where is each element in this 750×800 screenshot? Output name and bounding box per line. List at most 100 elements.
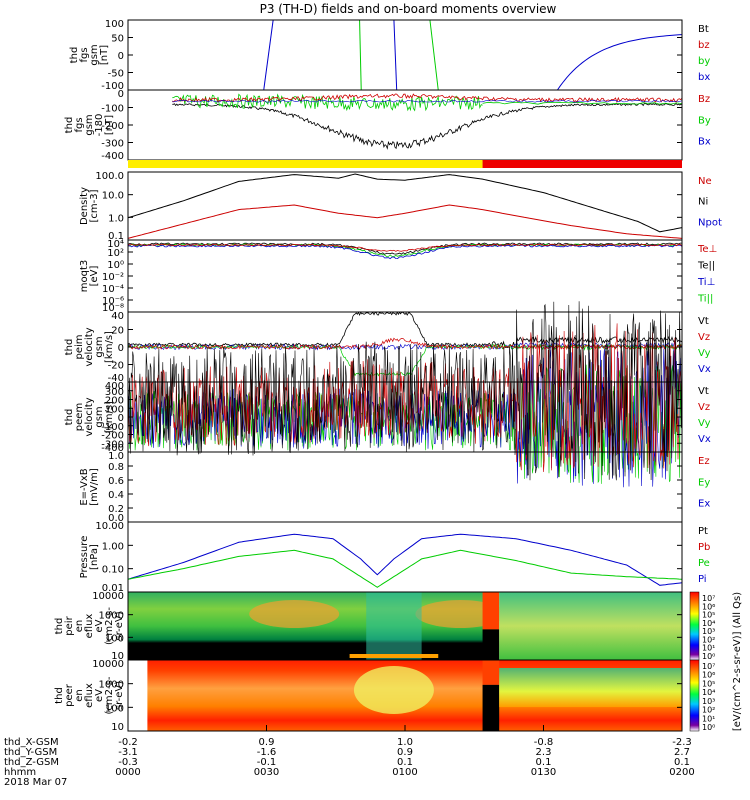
y-tick-label: 0.01 xyxy=(102,583,124,594)
panel-peim_velocity: 40 20 0 -20-40 thd peim velocity gsm [km/s] Vt Vz V… xyxy=(64,311,711,384)
y-tick-label: 10⁻⁴ xyxy=(102,284,124,295)
y-tick-label: 10 xyxy=(111,722,124,733)
x-tick-label: 0.1 xyxy=(674,757,690,768)
x-tick-label: 1.0 xyxy=(397,737,413,748)
spectrogram-ions-right xyxy=(499,592,682,660)
x-row-label: thd_Z-GSM xyxy=(4,757,59,768)
y-tick-label: 0.2 xyxy=(108,504,124,515)
x-tick-label: 0.1 xyxy=(536,757,552,768)
series-ni xyxy=(127,173,683,233)
y-axis-label: [nT] xyxy=(99,45,110,65)
legend-entry: Ez xyxy=(698,456,710,467)
legend-entry: Te|| xyxy=(697,261,715,272)
legend-entry: Pi xyxy=(698,574,707,585)
y-tick-label: 10000 xyxy=(92,659,124,670)
y-axis-label: gsm xyxy=(84,114,95,135)
y-tick-label: 100 xyxy=(105,19,124,30)
colorbar-tick-label: 10³ xyxy=(702,627,715,636)
spectrogram-ions-hotspot xyxy=(249,600,340,628)
y-tick-label: 300 xyxy=(105,387,124,398)
y-tick-label: -20 xyxy=(108,361,124,372)
y-tick-label: 10⁴ xyxy=(107,239,124,250)
panel-frame xyxy=(127,19,683,91)
spectrogram-electrons-block xyxy=(482,684,500,731)
y-tick-label: 40 xyxy=(111,311,124,322)
x-tick-label: 0.9 xyxy=(259,737,275,748)
y-axis-label: gsm xyxy=(94,336,105,357)
series-bx xyxy=(394,20,397,90)
y-tick-label: -400 xyxy=(101,443,124,454)
y-tick-label: -400 xyxy=(101,151,124,162)
series-pi xyxy=(127,533,683,586)
x-row-label: hhmm xyxy=(4,767,36,778)
y-tick-label: 0.1 xyxy=(108,231,124,242)
y-axis-label: velocity xyxy=(84,397,95,436)
colorbar-tick-label: 10⁰ xyxy=(702,652,715,661)
y-tick-label: 10⁻⁸ xyxy=(102,303,124,314)
y-axis-label: [nPa] xyxy=(89,544,100,570)
y-axis-label: peem xyxy=(74,403,85,431)
y-tick-label: 1000 xyxy=(99,611,124,622)
y-axis-label: fgs xyxy=(74,117,85,132)
legend-entry: Te⊥ xyxy=(697,244,717,255)
y-tick-label: 10² xyxy=(107,248,124,259)
x-tick-label: -2.3 xyxy=(672,737,692,748)
y-tick-label: 0 xyxy=(118,413,124,424)
series-bx xyxy=(172,99,683,103)
y-tick-label: 10⁻² xyxy=(102,272,124,283)
y-tick-label: 100.0 xyxy=(95,171,124,182)
y-tick-label: 0.4 xyxy=(108,490,124,501)
panel-peir_eflux: 10000 1000 100 10 thd peir en eflux eV (cm2-s-sr-… xyxy=(54,591,683,662)
legend-entry: Npot xyxy=(698,217,722,228)
mode-bar-segment xyxy=(482,160,682,168)
x-tick-label: 0130 xyxy=(531,767,556,778)
y-axis-label: -180 xyxy=(94,114,105,137)
legend-entry: Vt xyxy=(698,386,709,397)
spectrogram-electrons xyxy=(127,659,683,732)
x-row-label: thd_Y-GSM xyxy=(4,747,57,758)
figure-title: P3 (TH-D) fields and on-board moments ov… xyxy=(260,2,557,16)
y-axis-label: (cm2-s- xyxy=(104,676,115,714)
y-axis-label: gsm xyxy=(89,44,100,65)
y-tick-label: 100 xyxy=(105,404,124,415)
legend-entry: Ey xyxy=(698,477,710,488)
series-density xyxy=(127,173,683,239)
y-tick-label: -200 xyxy=(101,121,124,132)
series-fgs xyxy=(264,20,682,90)
legend-entry: Ne xyxy=(698,176,712,187)
y-tick-label: -100 xyxy=(101,81,124,92)
y-tick-label: -50 xyxy=(108,69,124,80)
y-tick-label: -40 xyxy=(108,373,124,384)
colorbar-tick-label: 10⁶ xyxy=(702,602,715,611)
y-axis-label: fgs xyxy=(79,47,90,62)
y-tick-label: -300 xyxy=(101,439,124,450)
y-axis-label: thd xyxy=(69,47,80,64)
y-tick-label: 1000 xyxy=(99,680,124,691)
series-vz xyxy=(127,337,683,351)
colorbar-tick-label: 10¹ xyxy=(702,644,715,653)
x-tick-label: 0030 xyxy=(254,767,279,778)
y-tick-label: 0 xyxy=(118,343,124,354)
series-bx xyxy=(557,35,682,90)
legend-entry: Ex xyxy=(698,499,710,510)
y-axis-label: thd xyxy=(54,618,65,635)
series-te-par xyxy=(127,242,682,255)
spectrogram-electrons-blank xyxy=(128,660,148,731)
series-by xyxy=(360,20,362,90)
series-ne xyxy=(127,204,683,239)
legend-entry: bx xyxy=(698,72,710,83)
y-tick-label: 10 xyxy=(111,651,124,662)
legend-entry: Vy xyxy=(698,418,711,429)
y-axis-label: thd xyxy=(64,409,75,426)
series-bz xyxy=(172,93,683,104)
x-tick-label: 0000 xyxy=(115,767,140,778)
spectrogram-ions-gap xyxy=(366,592,422,660)
y-axis-label: peir xyxy=(64,615,75,635)
y-axis-label: peer xyxy=(64,683,75,707)
colorbar-tick-label: 10⁵ xyxy=(702,679,715,688)
panel-fgs_gsm_avg: 0 -100 -200 -300-400 thd fgs gsm -180 [nT] Bz By Bx xyxy=(64,89,711,162)
x-tick-label: 0.1 xyxy=(397,757,413,768)
x-tick-label: -0.3 xyxy=(118,757,138,768)
series-vt xyxy=(127,311,683,349)
